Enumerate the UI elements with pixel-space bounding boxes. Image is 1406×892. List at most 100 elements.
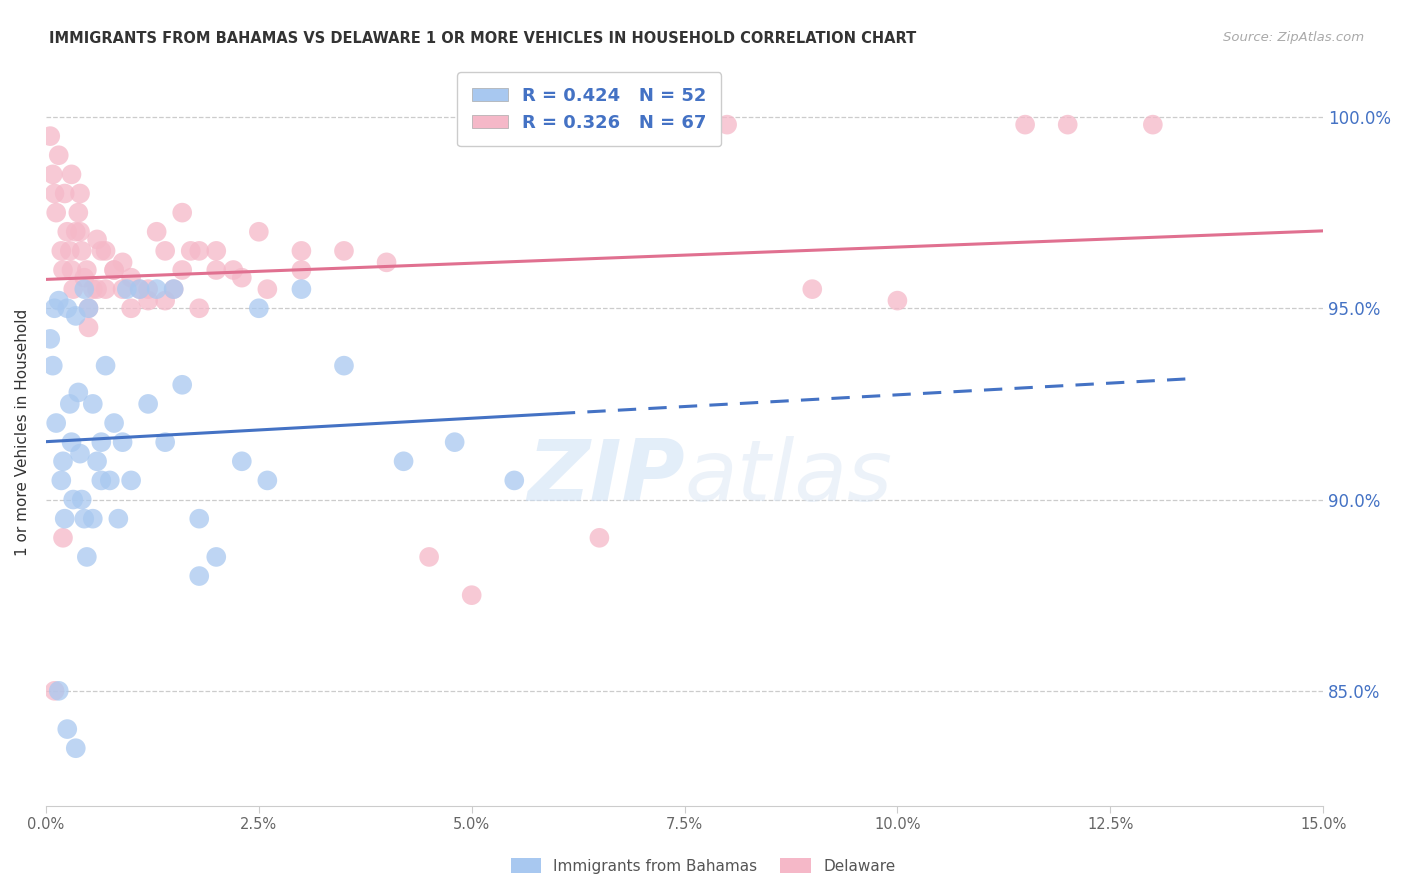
Text: ZIP: ZIP: [527, 436, 685, 519]
Point: [48, 683, 70, 698]
Point: [290, 263, 312, 277]
Point: [443, 435, 465, 450]
Point: [103, 416, 125, 430]
Point: [120, 301, 142, 316]
Point: [188, 569, 211, 583]
Point: [418, 549, 440, 564]
Point: [70, 492, 93, 507]
Point: [67, 205, 90, 219]
Point: [163, 282, 186, 296]
Point: [128, 282, 150, 296]
Point: [45, 205, 67, 219]
Point: [60, 435, 83, 450]
Point: [120, 270, 142, 285]
Point: [70, 244, 93, 258]
Point: [44, 301, 66, 316]
Point: [56, 722, 79, 736]
Point: [392, 454, 415, 468]
Point: [247, 225, 270, 239]
Point: [53, 186, 76, 201]
Point: [48, 293, 70, 308]
Text: Source: ZipAtlas.com: Source: ZipAtlas.com: [1223, 31, 1364, 45]
Point: [205, 263, 228, 277]
Point: [45, 416, 67, 430]
Point: [44, 683, 66, 698]
Point: [52, 531, 75, 545]
Point: [247, 301, 270, 316]
Point: [188, 301, 211, 316]
Point: [205, 244, 228, 258]
Point: [76, 263, 98, 277]
Point: [503, 474, 526, 488]
Point: [65, 225, 87, 239]
Point: [77, 301, 100, 316]
Point: [153, 293, 176, 308]
Point: [42, 359, 65, 373]
Point: [290, 282, 312, 296]
Point: [44, 186, 66, 201]
Point: [107, 511, 129, 525]
Point: [94, 282, 117, 296]
Point: [86, 282, 108, 296]
Y-axis label: 1 or more Vehicles in Household: 1 or more Vehicles in Household: [15, 309, 30, 557]
Point: [231, 454, 253, 468]
Point: [180, 244, 202, 258]
Point: [188, 511, 211, 525]
Point: [39, 129, 62, 144]
Point: [256, 282, 278, 296]
Point: [90, 435, 112, 450]
Point: [103, 263, 125, 277]
Point: [153, 244, 176, 258]
Point: [172, 377, 194, 392]
Point: [205, 549, 228, 564]
Point: [73, 511, 96, 525]
Point: [62, 282, 84, 296]
Point: [48, 148, 70, 162]
Point: [69, 186, 91, 201]
Point: [153, 435, 176, 450]
Point: [375, 255, 398, 269]
Point: [115, 282, 138, 296]
Point: [59, 397, 82, 411]
Point: [56, 301, 79, 316]
Text: atlas: atlas: [685, 436, 893, 519]
Point: [163, 282, 186, 296]
Text: IMMIGRANTS FROM BAHAMAS VS DELAWARE 1 OR MORE VEHICLES IN HOUSEHOLD CORRELATION : IMMIGRANTS FROM BAHAMAS VS DELAWARE 1 OR…: [49, 31, 917, 46]
Legend: R = 0.424   N = 52, R = 0.326   N = 67: R = 0.424 N = 52, R = 0.326 N = 67: [457, 72, 721, 146]
Point: [111, 282, 134, 296]
Point: [76, 549, 98, 564]
Point: [588, 531, 610, 545]
Point: [53, 511, 76, 525]
Point: [98, 474, 121, 488]
Point: [60, 167, 83, 181]
Point: [145, 282, 167, 296]
Point: [111, 435, 134, 450]
Point: [94, 244, 117, 258]
Point: [94, 359, 117, 373]
Point: [51, 244, 73, 258]
Point: [460, 588, 482, 602]
Point: [103, 263, 125, 277]
Point: [86, 454, 108, 468]
Point: [65, 309, 87, 323]
Point: [333, 359, 356, 373]
Point: [111, 255, 134, 269]
Point: [333, 244, 356, 258]
Point: [1142, 118, 1164, 132]
Point: [77, 301, 100, 316]
Point: [120, 474, 142, 488]
Point: [56, 225, 79, 239]
Point: [39, 332, 62, 346]
Point: [90, 244, 112, 258]
Point: [69, 225, 91, 239]
Point: [62, 492, 84, 507]
Point: [886, 293, 908, 308]
Point: [42, 167, 65, 181]
Legend: Immigrants from Bahamas, Delaware: Immigrants from Bahamas, Delaware: [505, 852, 901, 880]
Point: [86, 232, 108, 246]
Point: [136, 397, 159, 411]
Point: [60, 263, 83, 277]
Point: [145, 225, 167, 239]
Point: [65, 741, 87, 756]
Point: [77, 320, 100, 334]
